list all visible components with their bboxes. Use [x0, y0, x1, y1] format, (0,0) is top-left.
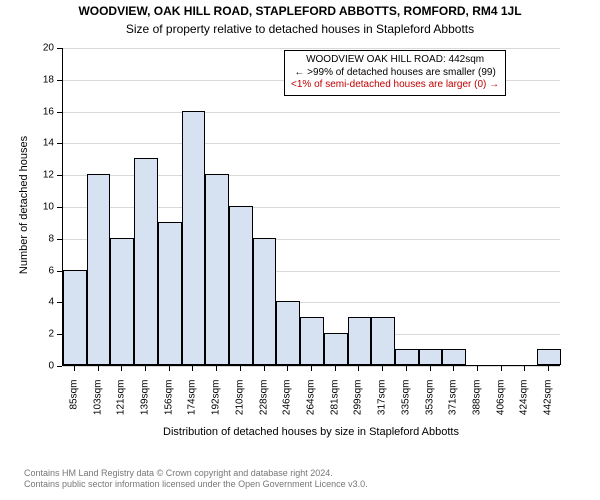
x-tick-label: 424sqm [519, 380, 530, 430]
x-tick-label: 442sqm [543, 380, 554, 430]
y-tick-label: 16 [0, 106, 54, 117]
x-tick [216, 366, 217, 371]
x-tick [311, 366, 312, 371]
bar [229, 206, 253, 365]
x-tick [477, 366, 478, 371]
bar [205, 174, 229, 365]
y-tick [57, 112, 62, 113]
bar [253, 238, 277, 365]
y-tick [57, 366, 62, 367]
x-tick [335, 366, 336, 371]
bar [348, 317, 372, 365]
x-tick [548, 366, 549, 371]
x-tick-label: 139sqm [140, 380, 151, 430]
y-tick-label: 18 [0, 74, 54, 85]
bar [300, 317, 324, 365]
x-tick-label: 317sqm [377, 380, 388, 430]
chart-container: WOODVIEW, OAK HILL ROAD, STAPLEFORD ABBO… [0, 0, 600, 500]
x-tick-label: 228sqm [258, 380, 269, 430]
x-tick [264, 366, 265, 371]
y-tick [57, 207, 62, 208]
x-tick [240, 366, 241, 371]
y-tick [57, 143, 62, 144]
x-tick [98, 366, 99, 371]
bar [537, 349, 561, 365]
bar [371, 317, 395, 365]
x-tick-label: 121sqm [116, 380, 127, 430]
x-tick [169, 366, 170, 371]
bar [158, 222, 182, 365]
x-tick-label: 210sqm [234, 380, 245, 430]
gridline [63, 112, 560, 113]
y-tick [57, 302, 62, 303]
y-tick [57, 80, 62, 81]
x-tick-label: 299sqm [353, 380, 364, 430]
footer-line2: Contains public sector information licen… [24, 479, 368, 490]
x-tick [524, 366, 525, 371]
x-tick [192, 366, 193, 371]
y-tick-label: 0 [0, 361, 54, 372]
bar [182, 111, 206, 365]
y-tick-label: 8 [0, 233, 54, 244]
bar [324, 333, 348, 365]
y-tick-label: 14 [0, 138, 54, 149]
plot-area [62, 48, 560, 366]
bar [442, 349, 466, 365]
gridline [63, 48, 560, 49]
x-tick [287, 366, 288, 371]
bar [419, 349, 443, 365]
x-tick-label: 192sqm [211, 380, 222, 430]
gridline [63, 143, 560, 144]
bar [110, 238, 134, 365]
x-tick-label: 371sqm [448, 380, 459, 430]
x-tick-label: 388sqm [472, 380, 483, 430]
footer-attribution: Contains HM Land Registry data © Crown c… [24, 468, 368, 490]
x-tick [501, 366, 502, 371]
x-tick [430, 366, 431, 371]
x-tick [382, 366, 383, 371]
x-tick-label: 281sqm [329, 380, 340, 430]
annotation-line2: ← >99% of detached houses are smaller (9… [291, 67, 499, 80]
y-tick-label: 2 [0, 329, 54, 340]
annotation-line3: <1% of semi-detached houses are larger (… [291, 79, 499, 92]
x-tick [453, 366, 454, 371]
bar [276, 301, 300, 365]
footer-line1: Contains HM Land Registry data © Crown c… [24, 468, 368, 479]
chart-title-line2: Size of property relative to detached ho… [0, 22, 600, 36]
x-tick-label: 85sqm [68, 380, 79, 430]
bar [87, 174, 111, 365]
bar [134, 158, 158, 365]
x-tick-label: 264sqm [306, 380, 317, 430]
annotation-line1: WOODVIEW OAK HILL ROAD: 442sqm [291, 54, 499, 67]
y-tick-label: 20 [0, 43, 54, 54]
x-tick-label: 174sqm [187, 380, 198, 430]
y-tick-label: 6 [0, 265, 54, 276]
y-tick [57, 239, 62, 240]
y-tick-label: 4 [0, 297, 54, 308]
x-tick [406, 366, 407, 371]
x-tick [145, 366, 146, 371]
x-tick-label: 406sqm [495, 380, 506, 430]
annotation-box: WOODVIEW OAK HILL ROAD: 442sqm ← >99% of… [284, 50, 506, 96]
x-tick-label: 353sqm [424, 380, 435, 430]
x-tick-label: 156sqm [163, 380, 174, 430]
y-tick-label: 10 [0, 202, 54, 213]
y-tick-label: 12 [0, 170, 54, 181]
y-tick [57, 48, 62, 49]
x-tick-label: 246sqm [282, 380, 293, 430]
x-tick [121, 366, 122, 371]
bar [63, 270, 87, 365]
x-tick-label: 335sqm [400, 380, 411, 430]
x-tick [74, 366, 75, 371]
x-tick-label: 103sqm [92, 380, 103, 430]
bar [395, 349, 419, 365]
y-tick [57, 334, 62, 335]
chart-title-line1: WOODVIEW, OAK HILL ROAD, STAPLEFORD ABBO… [0, 4, 600, 18]
y-tick [57, 271, 62, 272]
x-tick [358, 366, 359, 371]
y-tick [57, 175, 62, 176]
